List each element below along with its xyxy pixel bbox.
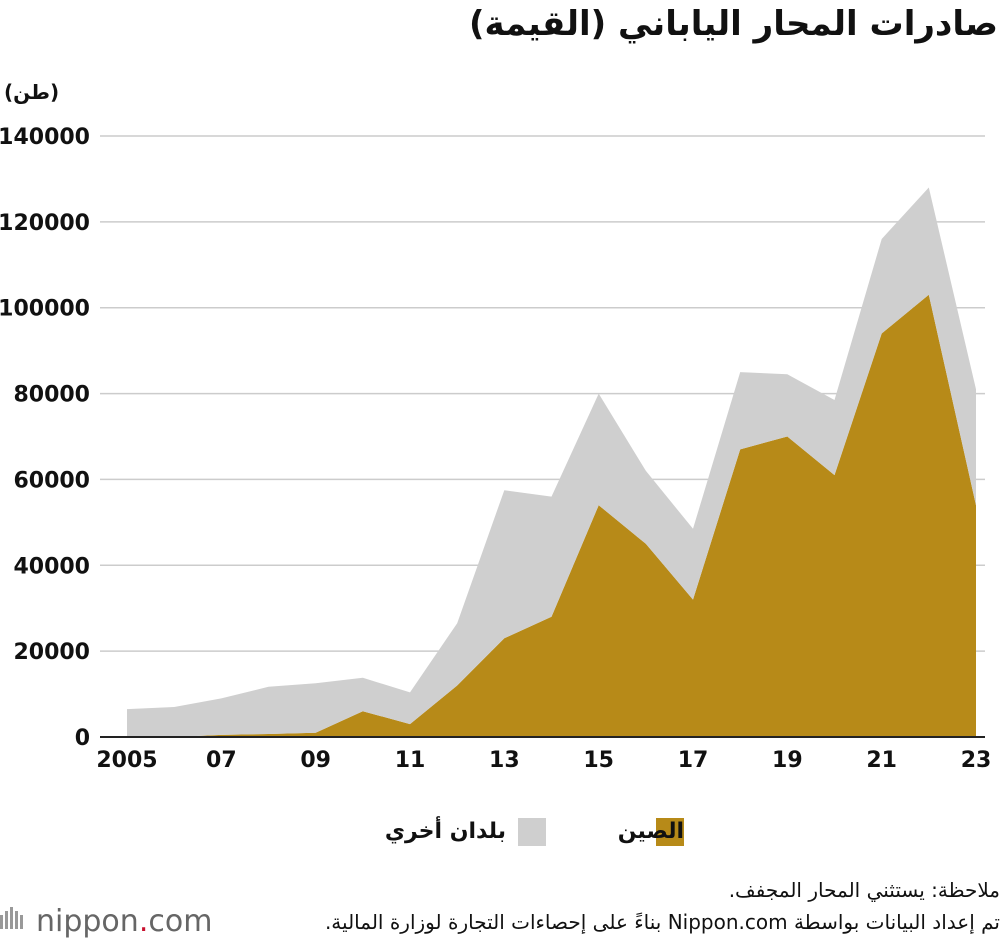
x-tick-labels: 2005 07 09 11 13 15 17 19 21 23 (96, 748, 991, 773)
data-source: تم إعداد البيانات بواسطة Nippon.com بناء… (324, 910, 1000, 934)
area-chart: 020000400006000080000100000120000140000 … (0, 125, 991, 773)
legend-swatch-others (518, 818, 546, 846)
y-axis-unit-label: (طن) (4, 80, 60, 104)
legend-item-china: الصين (618, 818, 796, 850)
y-tick-label-0: 0 (75, 726, 90, 751)
logo-text: nippon (36, 904, 139, 939)
y-tick-label-20000: 20000 (13, 640, 90, 665)
x-tick-label-2015: 15 (583, 748, 614, 773)
y-tick-label-80000: 80000 (13, 383, 90, 408)
x-tick-label-2021: 21 (866, 748, 897, 773)
x-tick-label-2005: 2005 (96, 748, 157, 773)
x-tick-label-2007: 07 (206, 748, 237, 773)
x-tick-label-2023: 23 (961, 748, 992, 773)
legend-label-others: بلدان أخري (384, 819, 506, 844)
nippon-logo-icon (0, 905, 30, 940)
chart-title: صادرات المحار الياباني (القيمة) (468, 4, 998, 44)
x-tick-label-2013: 13 (489, 748, 520, 773)
series-area-china (127, 294, 976, 737)
y-tick-label-120000: 120000 (0, 211, 90, 236)
y-tick-labels: 0 20000 40000 60000 80000 100000 120000 140000 (0, 125, 90, 751)
y-tick-label-140000: 140000 (0, 125, 90, 150)
chart-note: ملاحظة: يستثني المحار المجفف. (728, 878, 1000, 902)
logo-suffix: com (148, 904, 213, 939)
legend-swatch-china (656, 818, 684, 846)
x-tick-label-2019: 19 (772, 748, 803, 773)
x-tick-label-2009: 09 (300, 748, 331, 773)
series-areas (127, 187, 976, 737)
y-tick-label-40000: 40000 (13, 554, 90, 579)
legend-label-china: الصين (617, 819, 684, 844)
nippon-logo: nippon.com (0, 904, 212, 940)
legend-item-others: بلدان أخري (385, 818, 548, 850)
x-tick-label-2011: 11 (395, 748, 426, 773)
legend: الصين بلدان أخري (0, 818, 1000, 850)
x-tick-label-2017: 17 (678, 748, 709, 773)
series-area-others (127, 187, 976, 737)
y-tick-label-60000: 60000 (13, 468, 90, 493)
y-tick-label-100000: 100000 (0, 297, 90, 322)
logo-dot: . (138, 904, 149, 939)
